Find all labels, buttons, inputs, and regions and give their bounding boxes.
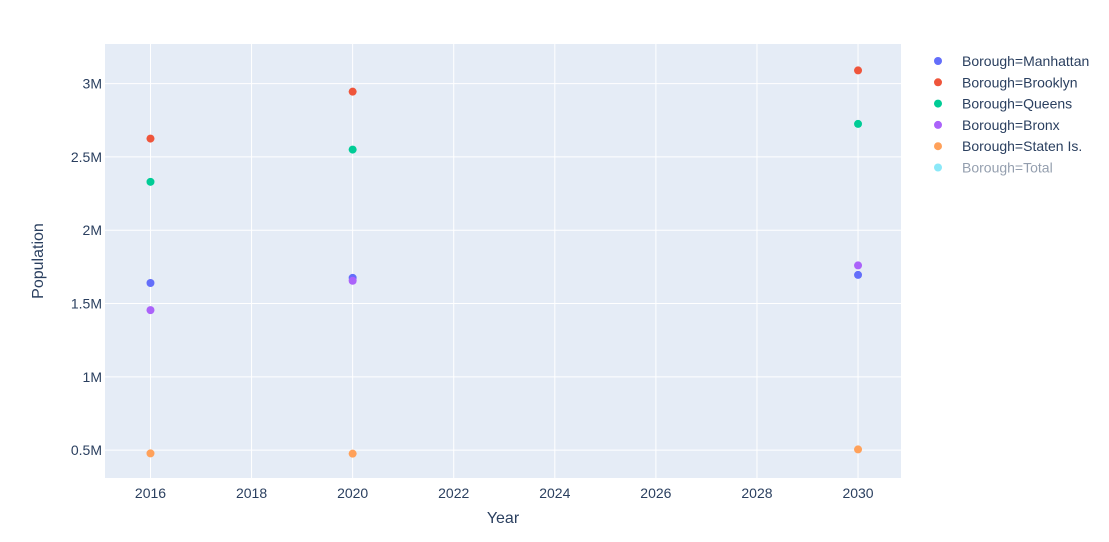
data-point[interactable]: [348, 276, 357, 285]
y-tick-label: 2.5M: [71, 149, 102, 165]
data-point[interactable]: [854, 66, 863, 75]
x-tick-label: 2022: [438, 485, 469, 501]
data-point[interactable]: [146, 134, 155, 143]
legend-item[interactable]: Borough=Brooklyn: [934, 74, 1078, 90]
grid: [105, 44, 901, 478]
legend-label: Borough=Staten Is.: [962, 138, 1082, 154]
y-tick-label: 3M: [83, 76, 102, 92]
data-point[interactable]: [146, 278, 155, 287]
data-points: [146, 66, 863, 458]
legend-label: Borough=Queens: [962, 96, 1072, 112]
x-tick-label: 2028: [741, 485, 772, 501]
x-tick-label: 2030: [842, 485, 873, 501]
data-point[interactable]: [348, 449, 357, 458]
data-point[interactable]: [348, 87, 357, 96]
x-tick-label: 2018: [236, 485, 267, 501]
data-point[interactable]: [854, 119, 863, 128]
legend-item[interactable]: Borough=Manhattan: [934, 53, 1089, 69]
legend-marker: [934, 163, 942, 172]
y-tick-label: 1.5M: [71, 296, 102, 312]
data-point[interactable]: [348, 145, 357, 154]
legend-item[interactable]: Borough=Queens: [934, 96, 1072, 112]
x-tick-label: 2016: [135, 485, 166, 501]
legend: Borough=Manhattan Borough=Brooklyn Borough…: [934, 53, 1089, 176]
data-point[interactable]: [146, 177, 155, 186]
y-tick-label: 0.5M: [71, 442, 102, 458]
legend-marker: [934, 120, 942, 129]
legend-marker: [934, 57, 942, 65]
legend-item[interactable]: Borough=Staten Is.: [934, 138, 1082, 154]
legend-marker: [934, 142, 942, 151]
data-point[interactable]: [146, 306, 155, 315]
y-tick-label: 1M: [83, 369, 102, 385]
legend-label: Borough=Manhattan: [962, 53, 1089, 69]
legend-label: Borough=Bronx: [962, 117, 1060, 133]
x-tick-label: 2026: [640, 485, 671, 501]
x-tick-label: 2024: [539, 485, 570, 501]
y-axis-title: Population: [30, 223, 47, 299]
data-point[interactable]: [854, 270, 863, 279]
plot-area: [105, 44, 901, 478]
x-tick-label: 2020: [337, 485, 368, 501]
data-point[interactable]: [146, 449, 155, 458]
axis-ticks: 2016 2018 2020 2022 2024 2026 2028 2030 0.5M 1M 1.…: [71, 76, 874, 501]
x-axis-title: Year: [487, 510, 520, 527]
legend-item[interactable]: Borough=Total: [934, 160, 1053, 176]
legend-label: Borough=Brooklyn: [962, 74, 1078, 90]
y-tick-label: 2M: [83, 222, 102, 238]
legend-label: Borough=Total: [962, 160, 1053, 176]
data-point[interactable]: [854, 445, 863, 454]
legend-item[interactable]: Borough=Bronx: [934, 117, 1060, 133]
legend-marker: [934, 99, 942, 108]
legend-marker: [934, 78, 942, 87]
data-point[interactable]: [854, 261, 863, 270]
